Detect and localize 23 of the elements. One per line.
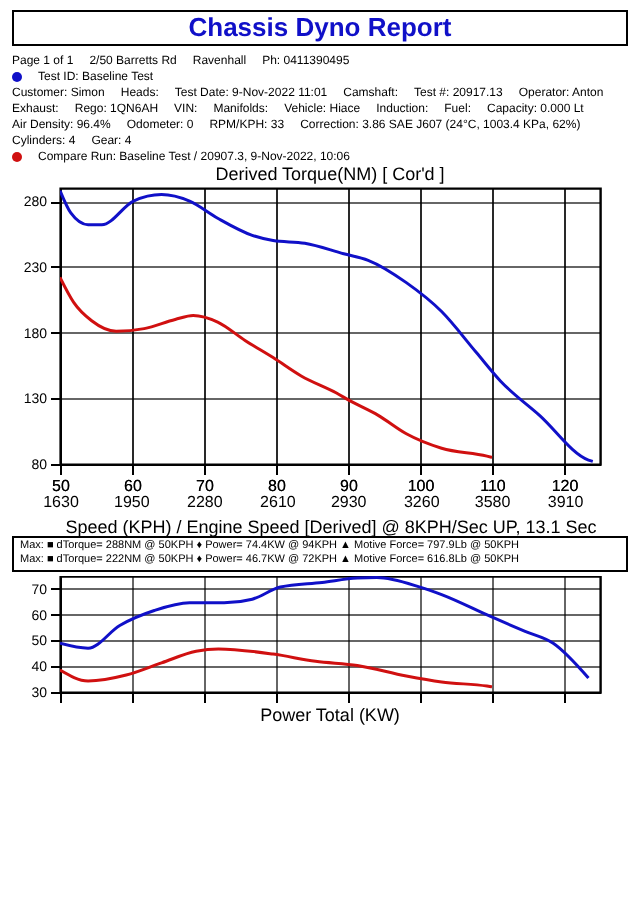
x2-tick-label: 1630 bbox=[43, 493, 80, 511]
x-tick-label: 60 bbox=[124, 477, 143, 495]
text: Chassis Dyno Report bbox=[12, 10, 628, 46]
x-tick-label: 50 bbox=[52, 477, 71, 495]
x2-tick-label: 2930 bbox=[330, 493, 368, 511]
x2-tick-label: 3910 bbox=[547, 493, 585, 511]
x2-tick-label: 1950 bbox=[114, 493, 151, 511]
line-series bbox=[60, 647, 494, 689]
line-series bbox=[60, 576, 590, 680]
chart-title: Derived Torque(NM) [ Cor'd ] bbox=[215, 164, 445, 184]
line-series bbox=[60, 275, 494, 459]
x-tick-label: 80 bbox=[268, 477, 287, 495]
x2-tick-label: 3260 bbox=[403, 493, 441, 511]
x2-tick-label: 3580 bbox=[474, 493, 512, 511]
x2-tick-label: 2280 bbox=[187, 493, 224, 511]
x-axis-title: Speed (KPH) / Engine Speed [Derived] @ 8KPH/Sec UP, 13.1 Sec bbox=[65, 517, 598, 537]
x-tick-label: 70 bbox=[196, 477, 215, 495]
text: Power Total (KW) bbox=[260, 705, 400, 725]
x-tick-label: 90 bbox=[340, 477, 359, 495]
x2-tick-label: 2610 bbox=[260, 493, 297, 511]
x-tick-label: 120 bbox=[551, 477, 580, 495]
x-tick-label: 100 bbox=[407, 477, 436, 495]
x-tick-label: 110 bbox=[480, 477, 507, 495]
